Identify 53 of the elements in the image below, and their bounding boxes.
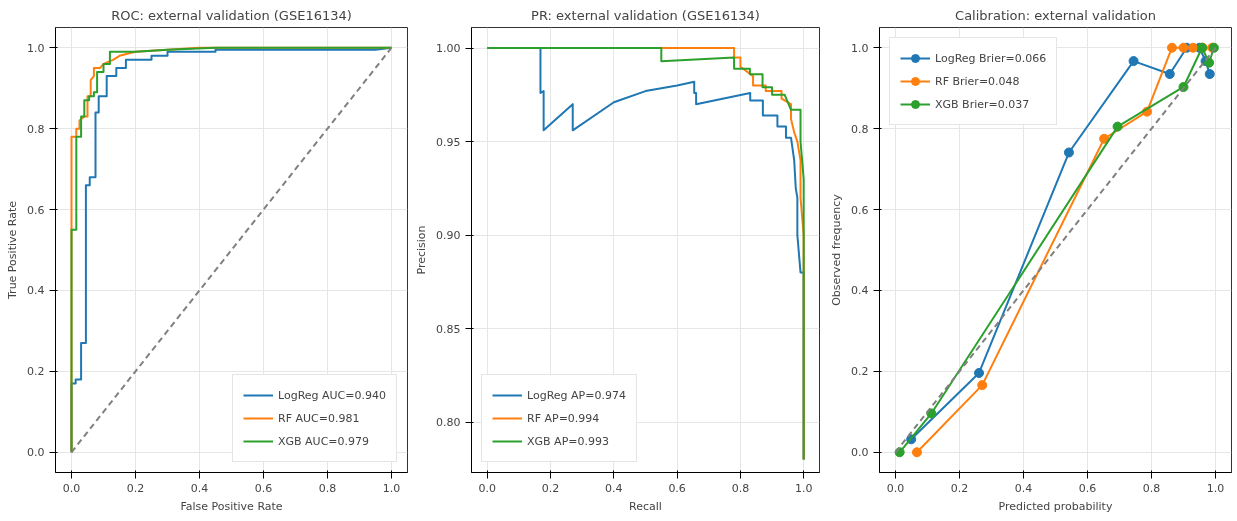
y-tick-label: 0.6 — [851, 203, 869, 217]
x-tick-label: 0.0 — [886, 481, 905, 495]
y-tick-label: 0.0 — [851, 446, 869, 460]
x-tick-label: 0.8 — [1142, 481, 1161, 495]
y-axis-title: Observed frequency — [830, 193, 844, 306]
chart-title: PR: external validation (GSE16134) — [531, 7, 760, 23]
y-tick-label: 1.00 — [436, 42, 461, 56]
y-tick-label: 0.4 — [27, 284, 45, 298]
legend-label: RF AUC=0.981 — [277, 411, 360, 425]
x-axis-title: Predicted probability — [998, 499, 1113, 513]
y-tick-label: 0.2 — [851, 365, 869, 379]
y-tick-label: 0.0 — [27, 446, 45, 460]
x-axis-title: Recall — [629, 499, 662, 513]
x-tick-label: 0.4 — [1014, 481, 1033, 495]
chart-title: ROC: external validation (GSE16134) — [111, 7, 352, 23]
x-tick-label: 1.0 — [382, 481, 401, 495]
y-tick-label: 0.4 — [851, 284, 869, 298]
y-tick-label: 1.0 — [851, 41, 869, 55]
x-axis-title: False Positive Rate — [180, 499, 283, 513]
x-tick-label: 1.0 — [1206, 481, 1225, 495]
x-tick-label: 0.8 — [318, 481, 337, 495]
x-tick-label: 0.2 — [126, 481, 145, 495]
x-tick-label: 0.8 — [731, 481, 750, 495]
y-tick-label: 0.6 — [27, 203, 45, 217]
y-tick-label: 0.95 — [436, 135, 461, 149]
legend-label: XGB AP=0.993 — [527, 434, 609, 448]
legend-label: RF Brier=0.048 — [935, 74, 1020, 88]
x-tick-label: 0.6 — [668, 481, 686, 495]
y-tick-label: 1.0 — [27, 41, 45, 55]
x-tick-label: 0.6 — [1078, 481, 1097, 495]
y-tick-label: 0.8 — [27, 122, 45, 136]
legend-label: RF AP=0.994 — [527, 411, 600, 425]
x-tick-label: 0.0 — [478, 481, 497, 495]
legend-label: XGB AUC=0.979 — [277, 434, 370, 448]
y-axis-title: Precision — [415, 225, 429, 275]
y-tick-label: 0.85 — [436, 322, 461, 336]
x-tick-label: 0.2 — [541, 481, 560, 495]
legend-label: LogReg AP=0.974 — [527, 388, 626, 402]
y-tick-label: 0.80 — [436, 416, 461, 430]
legend-label: LogReg Brier=0.066 — [935, 51, 1047, 65]
x-tick-label: 0.6 — [254, 481, 273, 495]
x-tick-label: 0.4 — [190, 481, 209, 495]
x-tick-label: 0.4 — [605, 481, 623, 495]
legend-label: XGB Brier=0.037 — [935, 97, 1030, 111]
x-tick-label: 0.0 — [62, 481, 81, 495]
x-tick-label: 1.0 — [794, 481, 813, 495]
y-tick-label: 0.2 — [27, 365, 45, 379]
legend-label: LogReg AUC=0.940 — [277, 388, 386, 402]
y-axis-title: True Positive Rate — [6, 200, 20, 300]
y-tick-label: 0.90 — [436, 229, 461, 243]
chart-title: Calibration: external validation — [955, 7, 1156, 23]
y-tick-label: 0.8 — [851, 122, 869, 136]
x-tick-label: 0.2 — [950, 481, 969, 495]
